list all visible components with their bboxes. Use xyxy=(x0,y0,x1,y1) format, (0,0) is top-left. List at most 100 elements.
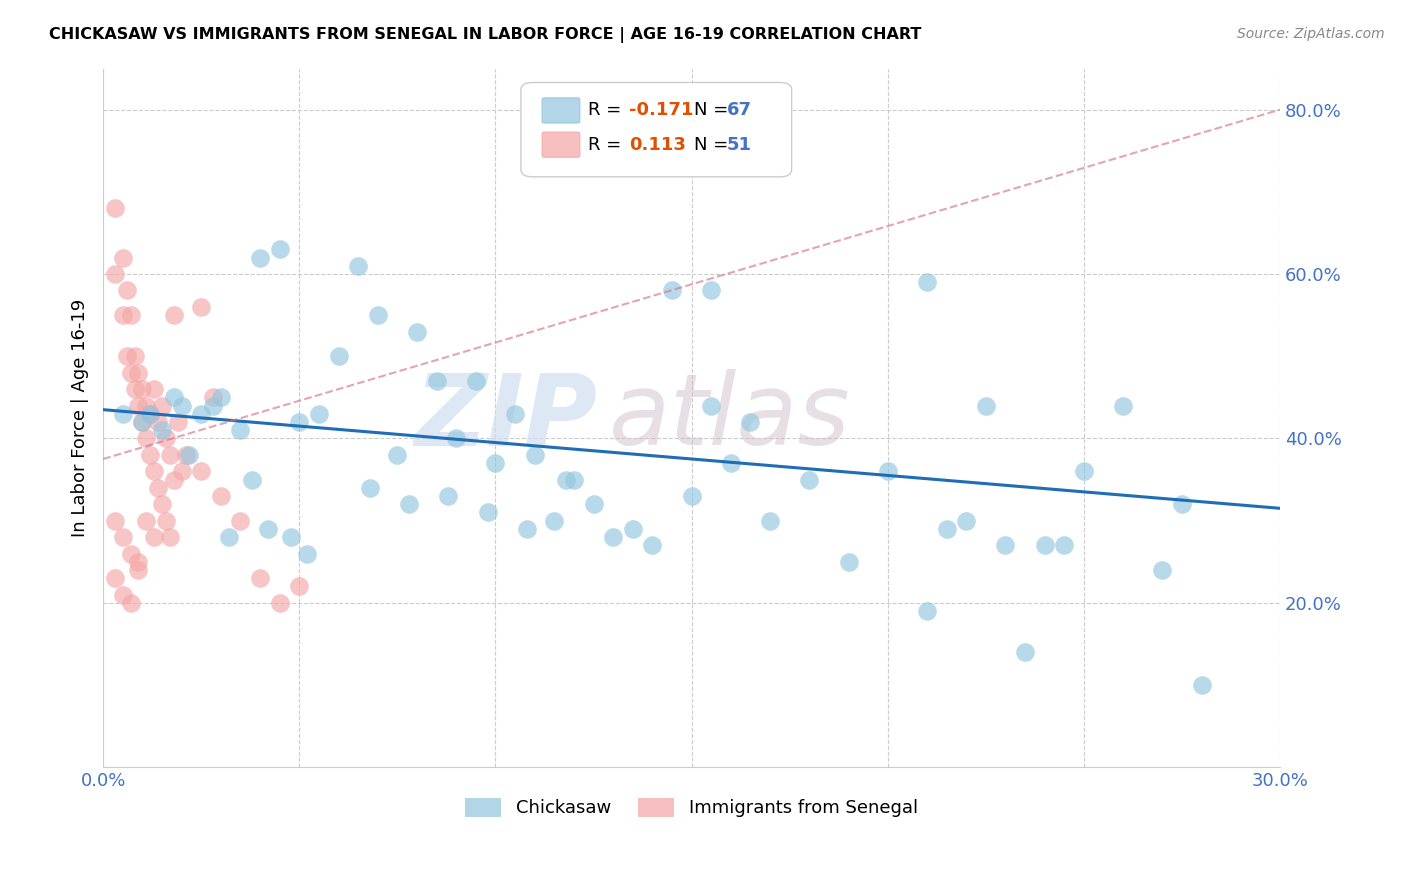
Text: R =: R = xyxy=(588,136,633,153)
Point xyxy=(582,497,605,511)
Point xyxy=(209,489,232,503)
FancyBboxPatch shape xyxy=(543,98,579,123)
Point xyxy=(166,415,188,429)
Point xyxy=(837,555,859,569)
Text: R =: R = xyxy=(588,102,627,120)
Point xyxy=(503,407,526,421)
Point xyxy=(740,415,762,429)
Point xyxy=(249,571,271,585)
Point xyxy=(269,243,291,257)
Point xyxy=(229,514,252,528)
Point xyxy=(602,530,624,544)
Point xyxy=(201,399,224,413)
Point xyxy=(1033,538,1056,552)
Point xyxy=(328,349,350,363)
Point xyxy=(150,497,173,511)
Point xyxy=(124,382,146,396)
Point xyxy=(155,514,177,528)
Point xyxy=(174,448,197,462)
Text: atlas: atlas xyxy=(609,369,851,467)
Point xyxy=(159,448,181,462)
Point xyxy=(111,251,134,265)
Point xyxy=(120,547,142,561)
Point xyxy=(111,308,134,322)
Point xyxy=(104,267,127,281)
Point xyxy=(477,505,499,519)
Point xyxy=(681,489,703,503)
Point xyxy=(127,563,149,577)
Point xyxy=(139,448,162,462)
Text: -0.171: -0.171 xyxy=(630,102,693,120)
Point xyxy=(190,464,212,478)
Point xyxy=(111,530,134,544)
Point xyxy=(1171,497,1194,511)
Point xyxy=(359,481,381,495)
Point xyxy=(139,407,162,421)
Point xyxy=(135,432,157,446)
Point xyxy=(159,530,181,544)
Point xyxy=(406,325,429,339)
Point xyxy=(120,596,142,610)
Text: N =: N = xyxy=(695,136,734,153)
Point xyxy=(257,522,280,536)
Point xyxy=(641,538,664,552)
Point xyxy=(190,300,212,314)
Point xyxy=(131,382,153,396)
Point xyxy=(131,415,153,429)
Legend: Chickasaw, Immigrants from Senegal: Chickasaw, Immigrants from Senegal xyxy=(458,791,925,824)
Point xyxy=(1053,538,1076,552)
FancyBboxPatch shape xyxy=(543,132,579,157)
Point xyxy=(163,308,186,322)
Point xyxy=(115,349,138,363)
Point xyxy=(146,415,169,429)
Point xyxy=(150,423,173,437)
Point xyxy=(135,514,157,528)
Point xyxy=(135,399,157,413)
Point xyxy=(523,448,546,462)
Point xyxy=(201,390,224,404)
Point xyxy=(111,407,134,421)
Point xyxy=(127,366,149,380)
Point xyxy=(543,514,565,528)
Point xyxy=(935,522,957,536)
Point xyxy=(218,530,240,544)
Point xyxy=(661,284,683,298)
Point xyxy=(163,473,186,487)
Point xyxy=(111,588,134,602)
Point xyxy=(915,275,938,289)
Point xyxy=(700,399,723,413)
Text: 67: 67 xyxy=(727,102,752,120)
Text: CHICKASAW VS IMMIGRANTS FROM SENEGAL IN LABOR FORCE | AGE 16-19 CORRELATION CHAR: CHICKASAW VS IMMIGRANTS FROM SENEGAL IN … xyxy=(49,27,921,43)
Point xyxy=(131,415,153,429)
Point xyxy=(179,448,201,462)
Y-axis label: In Labor Force | Age 16-19: In Labor Force | Age 16-19 xyxy=(72,299,89,537)
Point xyxy=(1112,399,1135,413)
Point xyxy=(104,514,127,528)
Point xyxy=(170,399,193,413)
Point xyxy=(876,464,898,478)
Point xyxy=(1014,645,1036,659)
Point xyxy=(240,473,263,487)
Point xyxy=(700,284,723,298)
Point xyxy=(915,604,938,618)
Point xyxy=(562,473,585,487)
Point xyxy=(464,374,486,388)
Point xyxy=(720,456,742,470)
Point xyxy=(288,415,311,429)
Point xyxy=(437,489,460,503)
Point xyxy=(1073,464,1095,478)
Point xyxy=(127,399,149,413)
Point xyxy=(444,432,467,446)
Point xyxy=(347,259,370,273)
Point xyxy=(209,390,232,404)
Point xyxy=(163,390,186,404)
Text: 51: 51 xyxy=(727,136,752,153)
Point xyxy=(104,201,127,215)
Point xyxy=(955,514,977,528)
Point xyxy=(143,382,166,396)
Point xyxy=(190,407,212,421)
Point xyxy=(146,481,169,495)
Point xyxy=(120,366,142,380)
Point xyxy=(484,456,506,470)
Point xyxy=(799,473,821,487)
